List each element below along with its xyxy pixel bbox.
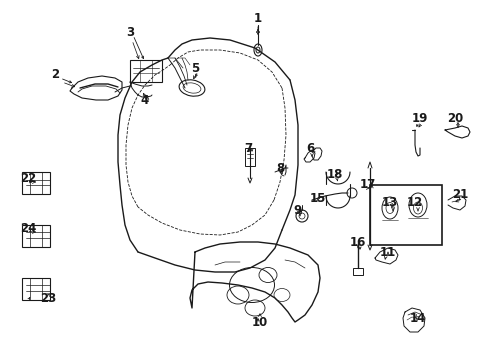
Text: 19: 19 xyxy=(411,112,427,125)
Text: 7: 7 xyxy=(244,141,251,154)
Text: 18: 18 xyxy=(326,168,343,181)
Bar xyxy=(244,148,254,166)
Text: 5: 5 xyxy=(190,62,199,75)
Text: 11: 11 xyxy=(379,246,395,258)
Text: 1: 1 xyxy=(253,12,262,24)
Text: 22: 22 xyxy=(20,171,36,184)
Text: 24: 24 xyxy=(20,221,36,234)
Text: 4: 4 xyxy=(141,94,149,107)
Bar xyxy=(352,268,362,275)
Text: 9: 9 xyxy=(293,203,302,216)
Text: 10: 10 xyxy=(251,315,267,328)
Text: 3: 3 xyxy=(126,26,134,39)
Bar xyxy=(369,185,441,245)
Text: 16: 16 xyxy=(349,235,366,248)
Bar xyxy=(22,278,50,300)
Text: 12: 12 xyxy=(406,195,422,208)
Bar xyxy=(22,225,50,247)
Text: 17: 17 xyxy=(359,179,375,192)
Text: 23: 23 xyxy=(40,292,56,305)
Text: 21: 21 xyxy=(451,189,467,202)
Bar xyxy=(130,60,162,82)
Text: 2: 2 xyxy=(51,68,59,81)
Text: 14: 14 xyxy=(409,311,426,324)
Bar xyxy=(22,172,50,194)
Text: 13: 13 xyxy=(381,195,397,208)
Text: 20: 20 xyxy=(446,112,462,125)
Text: 15: 15 xyxy=(309,192,325,204)
Text: 8: 8 xyxy=(275,162,284,175)
Text: 6: 6 xyxy=(305,141,313,154)
